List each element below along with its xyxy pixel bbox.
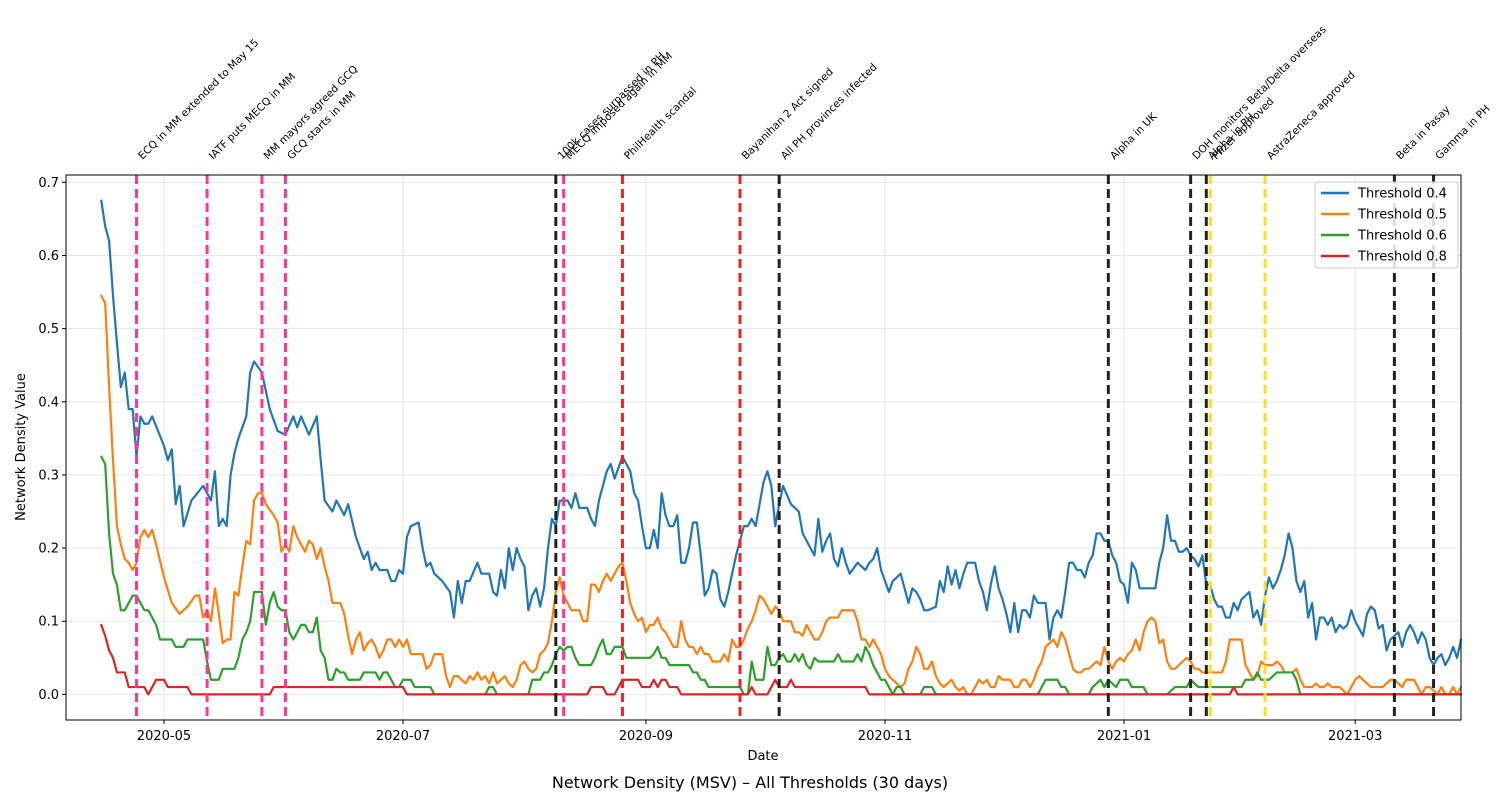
x-tick-label: 2020-05 [137,729,191,744]
y-tick-label: 0.0 [38,688,59,703]
y-tick-label: 0.7 [38,176,59,191]
y-tick-label: 0.6 [38,249,59,264]
y-axis-label: Network Density Value [14,373,29,521]
x-axis-ticks: 2020-05 2020-07 2020-09 2020-11 2021-01 2021-… [137,720,1382,744]
chart-title: Network Density (MSV) – All Thresholds (… [552,773,948,792]
x-tick-label: 2020-07 [376,729,430,744]
legend-items: Threshold 0.4 Threshold 0.5 Threshold 0.6 T… [1321,187,1447,265]
x-tick-label: 2020-11 [858,729,912,744]
plot-frame [65,174,1462,721]
y-axis-ticks: 0.0 0.1 0.2 0.3 0.4 0.5 0.6 0.7 [38,176,66,703]
x-tick-label: 2020-09 [619,729,673,744]
legend-label-threshold-0-8: Threshold 0.8 [1357,250,1447,265]
series-lines [100,199,1463,696]
legend-label-threshold-0-5: Threshold 0.5 [1357,208,1447,223]
series-line-threshold-0-5 [100,294,1463,696]
event-markers [135,175,1436,720]
y-tick-label: 0.4 [38,395,59,410]
legend-box [1314,181,1459,269]
x-tick-label: 2021-03 [1328,729,1382,744]
y-tick-label: 0.2 [38,542,59,557]
series-line-threshold-0-4 [100,199,1463,667]
legend: Threshold 0.4 Threshold 0.5 Threshold 0.6 T… [1314,181,1459,269]
legend-label-threshold-0-4: Threshold 0.4 [1357,187,1447,202]
x-tick-label: 2021-01 [1097,729,1151,744]
x-axis-label: Date [747,749,778,764]
series-line-threshold-0-8 [100,623,1463,696]
y-tick-label: 0.1 [38,615,59,630]
y-tick-label: 0.3 [38,468,59,483]
y-tick-label: 0.5 [38,322,59,337]
legend-label-threshold-0-6: Threshold 0.6 [1357,229,1447,244]
